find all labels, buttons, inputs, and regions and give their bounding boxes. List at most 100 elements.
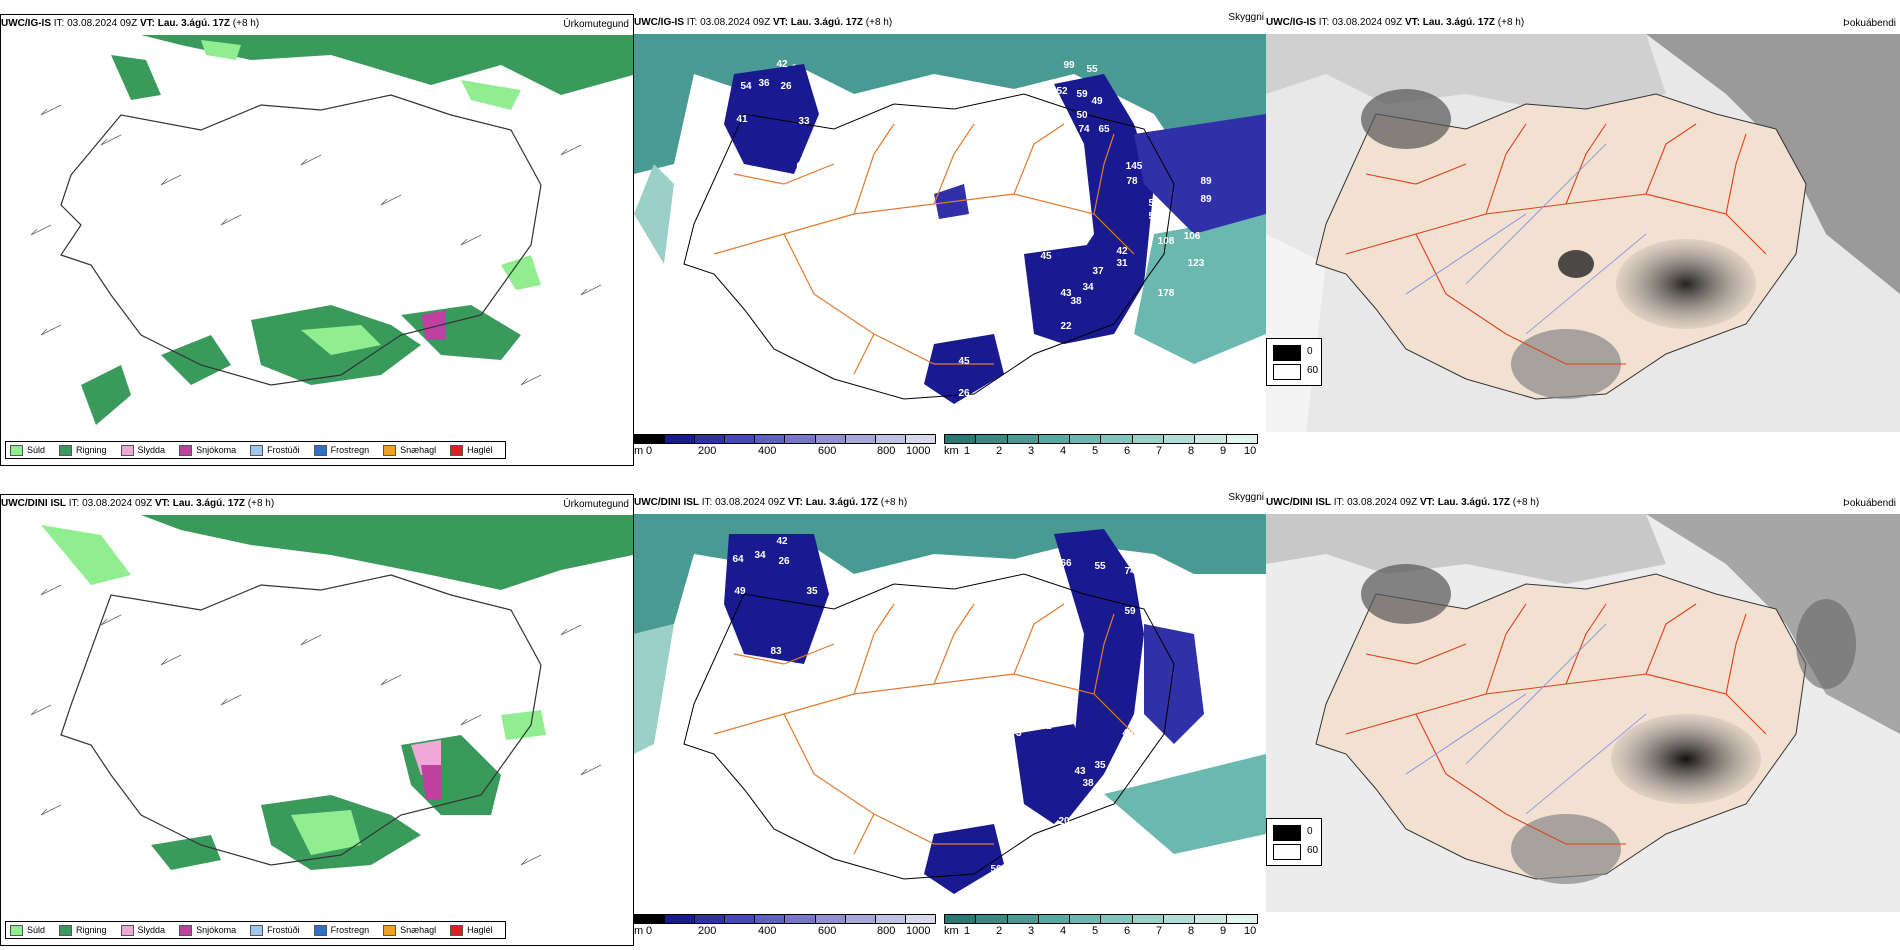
cloud-base-value-label: 73 [1010, 728, 1022, 739]
cloud-base-value-label: 42 [776, 536, 788, 547]
cloud-base-value-label: 89 [1200, 194, 1212, 205]
cloud-base-value-label: 34 [754, 550, 766, 561]
precip-type-legend: Súld Rigning Slydda Snjókoma Frostúði Fr… [5, 921, 506, 939]
model-name: UWC/DINI ISL [1266, 497, 1331, 508]
cloud-base-value-label: 83 [770, 646, 782, 657]
init-time: 03.08.2024 09Z [1347, 497, 1418, 508]
cloud-base-value-label: 90 [988, 631, 1000, 642]
legend-item-slydda: Slydda [120, 444, 165, 456]
cloud-base-value-label: 38 [1082, 778, 1094, 789]
cloud-base-value-label: 42 [964, 566, 976, 577]
fog-index-map [1266, 34, 1900, 432]
legend-item-snjokoma: Snjókoma [179, 444, 236, 456]
panel-header: UWC/IG-IS IT: 03.08.2024 09Z VT: Lau. 3.… [1, 18, 260, 29]
lead-time: (+8 h) [247, 498, 275, 509]
cloud-base-value-label: 54 [740, 81, 752, 92]
legend-item-frostregn: Frostregn [313, 444, 369, 456]
cloud-base-value-label: 35 [806, 586, 818, 597]
panel-header: UWC/IG-IS IT: 03.08.2024 09Z VT: Lau. 3.… [634, 17, 893, 28]
panel-title: Skyggni [1228, 492, 1264, 503]
cloud-base-value-label: 41 [736, 114, 748, 125]
model-name: UWC/IG-IS [1266, 17, 1316, 28]
precip-type-legend: Súld Rigning Slydda Snjókoma Frostúði Fr… [5, 441, 506, 459]
init-time: 03.08.2024 09Z [1332, 17, 1403, 28]
cloud-base-value-label: 89 [1200, 176, 1212, 187]
cloud-base-value-label: 01 [886, 586, 898, 597]
cloud-base-value-label: 50 [990, 864, 1002, 875]
cloud-base-value-label: 66 [1060, 558, 1072, 569]
legend-item-sudd: Súld [10, 444, 45, 456]
panel-header: UWC/DINI ISL IT: 03.08.2024 09Z VT: Lau.… [1266, 497, 1540, 508]
cloud-base-value-label: 40 [970, 888, 982, 899]
cloud-base-value-label: 38 [1070, 296, 1082, 307]
legend-item-haglel: Haglél [450, 444, 493, 456]
fog-index-legend: 0 60 [1266, 338, 1322, 386]
lead-time: (+8 h) [880, 497, 908, 508]
cloud-base-value-label: 69 [796, 161, 808, 172]
legend-item-rigning: Rigning [59, 924, 107, 936]
cloud-base-value-label: 69 [1200, 632, 1212, 643]
cloud-base-value-label: 74 [1124, 566, 1136, 577]
cloud-base-value-label: 37 [1092, 266, 1104, 277]
cloud-base-colorbar: m 0 200 400 600 800 1000 [634, 914, 944, 942]
cloud-base-value-label: 26 [958, 388, 970, 399]
cloud-base-value-label: 41 [1040, 721, 1052, 732]
legend-item-snjokoma: Snjókoma [179, 924, 236, 936]
init-time: 03.08.2024 09Z [82, 498, 153, 509]
legend-item-slydda: Slydda [120, 924, 165, 936]
legend-item-snaehagl: Snæhagl [383, 444, 436, 456]
model-name: UWC/DINI ISL [1, 498, 66, 509]
model-name: UWC/DINI ISL [634, 497, 699, 508]
cloud-base-value-label: 49 [734, 586, 746, 597]
cloud-base-value-label: 24 [968, 898, 980, 909]
panel-title: Skyggni [1228, 12, 1264, 23]
cloud-base-value-label: 26 [778, 556, 790, 567]
cloud-base-value-label: 52 [1056, 86, 1068, 97]
model-name: UWC/IG-IS [634, 17, 684, 28]
fog-index-panel-row2: UWC/DINI ISL IT: 03.08.2024 09Z VT: Lau.… [1266, 494, 1900, 946]
cloud-base-value-label: 42 [776, 59, 788, 70]
cloud-base-value-label: 35 [1094, 760, 1106, 771]
cloud-base-value-label: 59 [1124, 606, 1136, 617]
cloud-base-value-label: 42 [1116, 246, 1128, 257]
cloud-visibility-panel-row2: UWC/DINI ISL IT: 03.08.2024 09Z VT: Lau.… [634, 492, 1266, 946]
visibility-colorbar: km 1 2 3 4 5 6 7 8 9 10 [944, 434, 1264, 462]
panel-title: Úrkomutegund [563, 19, 629, 30]
cloud-base-value-label: 43 [1074, 766, 1086, 777]
cloud-base-value-label: 37 [928, 566, 940, 577]
cloud-base-value-label: 30 [1120, 740, 1132, 751]
cloud-base-value-label: 108 [1158, 236, 1175, 247]
cloud-base-value-label: 26 [780, 81, 792, 92]
cloud-base-value-label: 45 [1040, 251, 1052, 262]
cloud-base-value-label: 83 [1000, 248, 1012, 259]
cloud-base-map: 42 64 34 26 35 49 83 01 37 42 40 90 66 55 74 59 69 377 41 7… [634, 514, 1266, 912]
cloud-base-value-label: 123 [1188, 258, 1205, 269]
cloud-base-value-label: 50 [1006, 351, 1018, 362]
valid-time: Lau. 3.ágú. 17Z [1437, 497, 1510, 508]
valid-time: Lau. 3.ágú. 17Z [172, 498, 245, 509]
cloud-base-value-label: 45 [958, 356, 970, 367]
valid-time: Lau. 3.ágú. 17Z [790, 17, 863, 28]
cloud-base-value-label: 49 [1091, 96, 1103, 107]
cloud-base-value-label: 377 [1200, 726, 1217, 737]
panel-header: UWC/DINI ISL IT: 03.08.2024 09Z VT: Lau.… [634, 497, 908, 508]
lead-time: (+8 h) [232, 18, 260, 29]
cloud-base-value-label: 53 [1148, 211, 1160, 222]
cloud-base-value-label: 106 [1184, 231, 1201, 242]
precip-map [1, 35, 633, 433]
cloud-base-value-label: 22 [1060, 321, 1072, 332]
cloud-base-value-label: 99 [1063, 60, 1075, 71]
lead-time: (+8 h) [865, 17, 893, 28]
lead-time: (+8 h) [1512, 497, 1540, 508]
cloud-base-value-label: 40 [1122, 728, 1134, 739]
cloud-base-value-label: 145 [1126, 161, 1143, 172]
cloud-base-value-label: 34 [916, 361, 928, 372]
legend-item-frostudi: Frostúði [250, 444, 300, 456]
cloud-base-value-label: 74 [1078, 124, 1090, 135]
cloud-base-value-label: 31 [1116, 258, 1128, 269]
cloud-visibility-panel-row1: UWC/IG-IS IT: 03.08.2024 09Z VT: Lau. 3.… [634, 12, 1266, 466]
cloud-base-value-label: 55 [1148, 198, 1160, 209]
cloud-base-value-label: 64 [732, 554, 744, 565]
panel-title: Úrkomutegund [563, 499, 629, 510]
